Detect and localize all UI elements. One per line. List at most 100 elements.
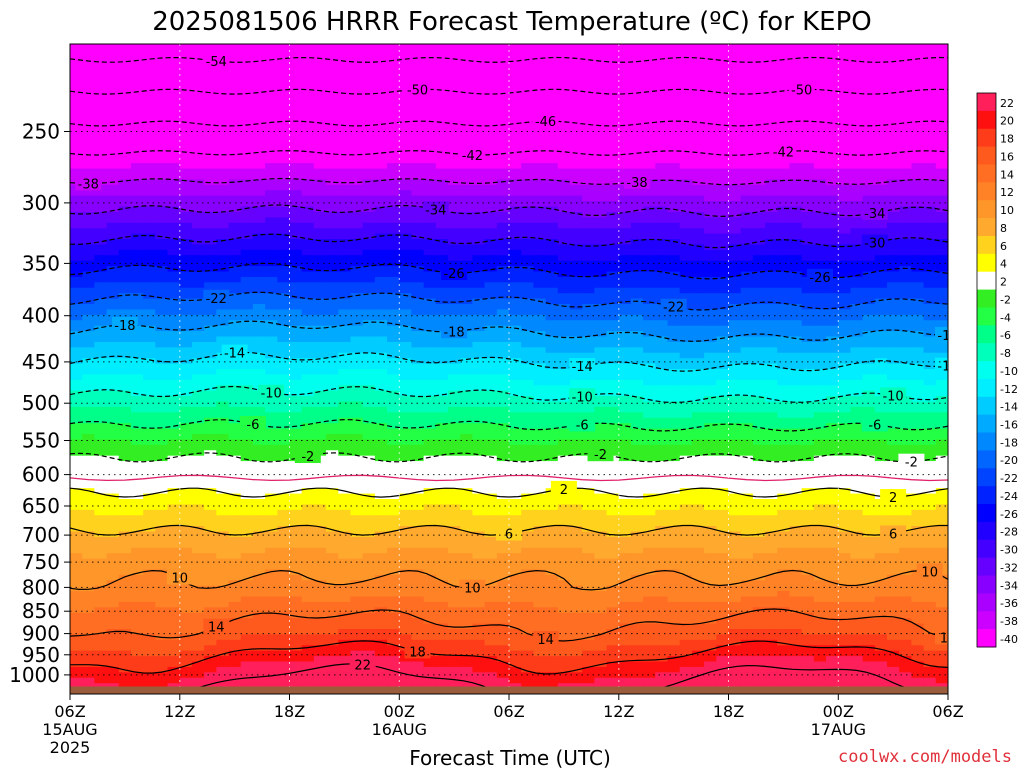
temperature-cell bbox=[82, 136, 95, 143]
temperature-cell bbox=[338, 71, 352, 78]
temperature-cell bbox=[240, 76, 254, 83]
temperature-cell bbox=[399, 634, 413, 641]
temperature-cell bbox=[545, 260, 559, 267]
temperature-cell bbox=[448, 677, 461, 684]
temperature-cell bbox=[448, 282, 461, 289]
temperature-cell bbox=[228, 168, 242, 175]
temperature-cell bbox=[374, 564, 388, 571]
temperature-cell bbox=[94, 558, 108, 565]
temperature-cell bbox=[472, 136, 486, 143]
temperature-cell bbox=[313, 493, 327, 500]
temperature-cell bbox=[301, 471, 315, 478]
temperature-cell bbox=[484, 450, 498, 457]
temperature-cell bbox=[228, 396, 242, 403]
temperature-cell bbox=[472, 526, 486, 533]
temperature-cell bbox=[289, 482, 303, 489]
temperature-cell bbox=[557, 504, 571, 511]
temperature-cell bbox=[545, 320, 559, 327]
temperature-cell bbox=[265, 488, 278, 495]
temperature-cell bbox=[545, 444, 559, 451]
temperature-cell bbox=[265, 379, 278, 386]
temperature-cell bbox=[533, 656, 547, 663]
temperature-cell bbox=[118, 677, 132, 684]
temperature-cell bbox=[252, 336, 266, 343]
temperature-cell bbox=[265, 54, 278, 61]
temperature-cell bbox=[326, 515, 339, 522]
temperature-cell bbox=[387, 98, 400, 105]
temperature-cell bbox=[204, 683, 217, 690]
temperature-cell bbox=[326, 125, 339, 132]
temperature-cell bbox=[509, 255, 522, 262]
temperature-cell bbox=[496, 439, 510, 446]
temperature-cell bbox=[143, 304, 156, 311]
temperature-cell bbox=[374, 255, 388, 262]
temperature-cell bbox=[338, 195, 352, 202]
temperature-cell bbox=[545, 325, 559, 332]
temperature-cell bbox=[435, 81, 449, 88]
temperature-cell bbox=[411, 103, 425, 110]
temperature-cell bbox=[301, 244, 315, 251]
temperature-cell bbox=[70, 314, 83, 321]
temperature-cell bbox=[167, 44, 181, 51]
temperature-cell bbox=[423, 629, 437, 636]
temperature-cell bbox=[533, 672, 547, 679]
temperature-cell bbox=[277, 434, 291, 441]
temperature-cell bbox=[252, 629, 266, 636]
temperature-cell bbox=[338, 666, 352, 673]
temperature-cell bbox=[143, 547, 156, 554]
temperature-cell bbox=[252, 482, 266, 489]
temperature-cell bbox=[338, 596, 352, 603]
temperature-cell bbox=[130, 434, 144, 441]
temperature-cell bbox=[545, 352, 559, 359]
temperature-cell bbox=[118, 423, 132, 430]
temperature-cell bbox=[118, 109, 132, 116]
temperature-cell bbox=[557, 639, 571, 646]
temperature-cell bbox=[338, 618, 352, 625]
temperature-cell bbox=[70, 249, 83, 256]
temperature-cell bbox=[460, 542, 474, 549]
temperature-cell bbox=[94, 369, 108, 376]
temperature-cell bbox=[460, 60, 474, 67]
temperature-cell bbox=[472, 509, 486, 516]
temperature-cell bbox=[460, 314, 474, 321]
temperature-cell bbox=[374, 179, 388, 186]
temperature-cell bbox=[191, 174, 205, 181]
temperature-cell bbox=[204, 390, 217, 397]
temperature-cell bbox=[265, 266, 278, 273]
temperature-cell bbox=[545, 493, 559, 500]
temperature-cell bbox=[106, 379, 120, 386]
temperature-cell bbox=[106, 466, 120, 473]
temperature-cell bbox=[301, 585, 315, 592]
temperature-cell bbox=[118, 634, 132, 641]
temperature-cell bbox=[240, 526, 254, 533]
temperature-cell bbox=[191, 341, 205, 348]
temperature-cell bbox=[435, 184, 449, 191]
temperature-cell bbox=[569, 222, 583, 229]
temperature-cell bbox=[167, 591, 181, 598]
temperature-cell bbox=[411, 683, 425, 690]
temperature-cell bbox=[118, 444, 132, 451]
temperature-cell bbox=[313, 401, 327, 408]
temperature-cell bbox=[423, 276, 437, 283]
temperature-cell bbox=[70, 493, 83, 500]
temperature-cell bbox=[265, 184, 278, 191]
temperature-cell bbox=[204, 482, 217, 489]
temperature-cell bbox=[545, 390, 559, 397]
temperature-cell bbox=[277, 195, 291, 202]
temperature-cell bbox=[350, 293, 364, 300]
temperature-cell bbox=[204, 547, 217, 554]
temperature-cell bbox=[484, 179, 498, 186]
temperature-cell bbox=[496, 585, 510, 592]
temperature-cell bbox=[521, 179, 534, 186]
temperature-cell bbox=[143, 276, 156, 283]
temperature-cell bbox=[167, 152, 181, 159]
temperature-cell bbox=[557, 49, 571, 56]
temperature-cell bbox=[350, 239, 364, 246]
temperature-cell bbox=[277, 136, 291, 143]
temperature-cell bbox=[106, 341, 120, 348]
temperature-cell bbox=[204, 331, 217, 338]
temperature-cell bbox=[411, 580, 425, 587]
temperature-cell bbox=[240, 92, 254, 99]
temperature-cell bbox=[106, 461, 120, 468]
temperature-cell bbox=[204, 103, 217, 110]
